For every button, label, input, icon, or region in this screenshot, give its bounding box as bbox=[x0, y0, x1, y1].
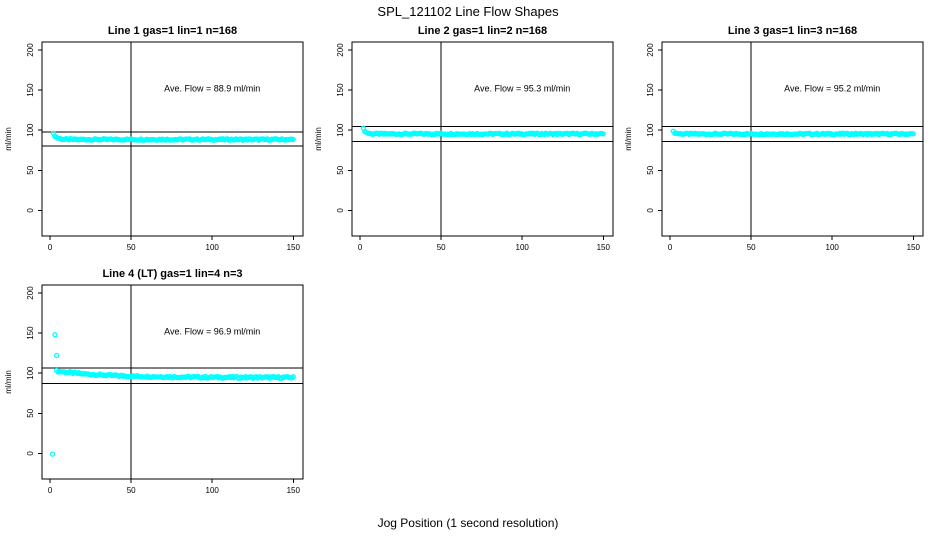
panel-line-4: 0 50 100 150 0 50 100 150 200 Line 4 (LT) gas=1 … bbox=[2, 265, 310, 508]
y-axis-label: ml/min bbox=[314, 127, 323, 151]
svg-text:50: 50 bbox=[127, 486, 136, 495]
ave-flow-annotation: Ave. Flow = 95.2 ml/min bbox=[784, 84, 880, 94]
svg-text:100: 100 bbox=[516, 243, 530, 252]
panel-title: Line 4 (LT) gas=1 lin=4 n=3 bbox=[102, 268, 242, 280]
svg-text:50: 50 bbox=[437, 243, 446, 252]
chart-line-3: 0 50 100 150 0 50 100 150 200 Line 3 gas=1 lin=3… bbox=[624, 25, 924, 252]
svg-text:100: 100 bbox=[206, 486, 220, 495]
svg-text:50: 50 bbox=[26, 165, 35, 174]
plot-area-line-3: 0 50 100 150 0 50 100 150 200 bbox=[646, 41, 924, 252]
svg-text:50: 50 bbox=[646, 165, 655, 174]
ave-flow-annotation: Ave. Flow = 95.3 ml/min bbox=[474, 84, 570, 94]
svg-text:150: 150 bbox=[26, 83, 35, 97]
svg-text:100: 100 bbox=[206, 243, 220, 252]
svg-text:150: 150 bbox=[287, 243, 301, 252]
svg-text:100: 100 bbox=[336, 123, 345, 137]
svg-text:150: 150 bbox=[336, 83, 345, 97]
panel-line-1: 0 50 100 150 0 50 100 150 200 Line 1 gas=1 lin=1… bbox=[2, 22, 310, 265]
panel-line-3: 0 50 100 150 0 50 100 150 200 Line 3 gas=1 lin=3… bbox=[622, 22, 930, 265]
svg-text:200: 200 bbox=[646, 43, 655, 57]
panel-line-2: 0 50 100 150 0 50 100 150 200 Line 2 gas=1 lin=2… bbox=[312, 22, 620, 265]
svg-text:100: 100 bbox=[26, 123, 35, 137]
figure-title: SPL_121102 Line Flow Shapes bbox=[377, 4, 559, 19]
svg-text:150: 150 bbox=[26, 326, 35, 340]
x-axis-label: Jog Position (1 second resolution) bbox=[377, 516, 559, 530]
chart-line-1: 0 50 100 150 0 50 100 150 200 Line 1 gas=1 lin=1… bbox=[4, 25, 304, 252]
svg-text:0: 0 bbox=[668, 243, 673, 252]
svg-text:50: 50 bbox=[336, 165, 345, 174]
svg-text:200: 200 bbox=[26, 43, 35, 57]
ave-flow-annotation: Ave. Flow = 96.9 ml/min bbox=[164, 327, 260, 337]
panel-title: Line 1 gas=1 lin=1 n=168 bbox=[108, 25, 237, 37]
svg-text:0: 0 bbox=[48, 486, 53, 495]
svg-text:150: 150 bbox=[646, 83, 655, 97]
svg-text:150: 150 bbox=[907, 243, 921, 252]
plot-area-line-1: 0 50 100 150 0 50 100 150 200 bbox=[26, 41, 304, 252]
svg-text:50: 50 bbox=[127, 243, 136, 252]
svg-text:100: 100 bbox=[826, 243, 840, 252]
ave-flow-annotation: Ave. Flow = 88.9 ml/min bbox=[164, 84, 260, 94]
svg-text:200: 200 bbox=[336, 43, 345, 57]
svg-text:0: 0 bbox=[48, 243, 53, 252]
svg-text:0: 0 bbox=[26, 208, 35, 213]
panel-title: Line 3 gas=1 lin=3 n=168 bbox=[728, 25, 857, 37]
svg-text:150: 150 bbox=[597, 243, 611, 252]
chart-line-2: 0 50 100 150 0 50 100 150 200 Line 2 gas=1 lin=2… bbox=[314, 25, 614, 252]
svg-text:0: 0 bbox=[358, 243, 363, 252]
svg-text:0: 0 bbox=[646, 208, 655, 213]
svg-text:200: 200 bbox=[26, 286, 35, 300]
svg-text:100: 100 bbox=[646, 123, 655, 137]
y-axis-label: ml/min bbox=[4, 127, 13, 151]
svg-text:100: 100 bbox=[26, 366, 35, 380]
chart-line-4: 0 50 100 150 0 50 100 150 200 Line 4 (LT) gas=1 … bbox=[4, 268, 304, 495]
svg-text:150: 150 bbox=[287, 486, 301, 495]
y-axis-label: ml/min bbox=[624, 127, 633, 151]
svg-text:50: 50 bbox=[26, 408, 35, 417]
svg-text:0: 0 bbox=[26, 451, 35, 456]
svg-text:0: 0 bbox=[336, 208, 345, 213]
panel-title: Line 2 gas=1 lin=2 n=168 bbox=[418, 25, 547, 37]
svg-text:50: 50 bbox=[747, 243, 756, 252]
plot-area-line-4: 0 50 100 150 0 50 100 150 200 bbox=[26, 284, 304, 495]
plot-area-line-2: 0 50 100 150 0 50 100 150 200 bbox=[336, 41, 614, 252]
y-axis-label: ml/min bbox=[4, 370, 13, 394]
